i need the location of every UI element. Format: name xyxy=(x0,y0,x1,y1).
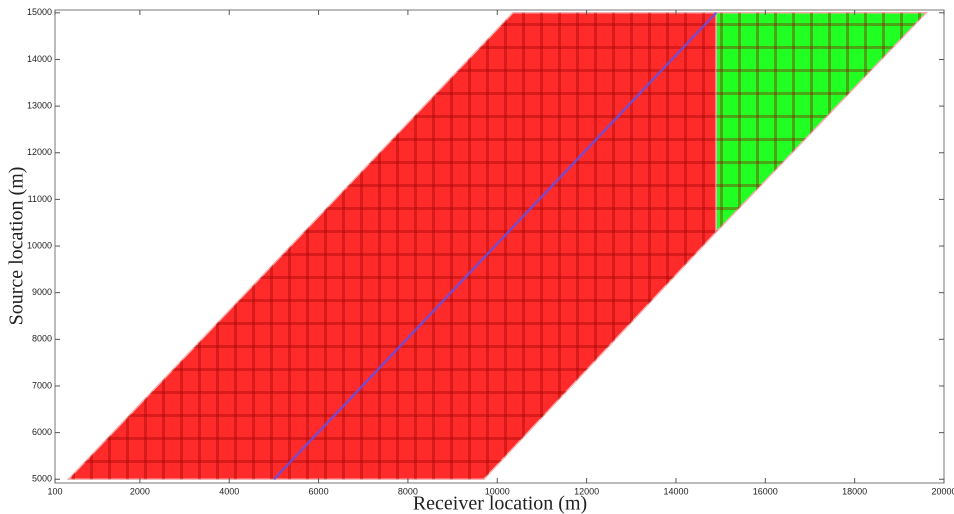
x-tick-label: 4000 xyxy=(219,486,239,496)
x-tick-label: 14000 xyxy=(663,486,688,496)
diagonal-line xyxy=(272,11,718,481)
y-tick-label: 15000 xyxy=(27,7,52,17)
plot-area xyxy=(66,11,928,481)
y-tick-label: 10000 xyxy=(27,240,52,250)
region-hatch xyxy=(68,12,717,480)
y-tick-label: 6000 xyxy=(32,427,52,437)
x-tick-label: 10000 xyxy=(485,486,510,496)
y-tick-label: 11000 xyxy=(28,194,52,204)
y-tick-label: 13000 xyxy=(27,100,52,110)
y-tick-label: 9000 xyxy=(32,287,52,297)
x-tick-label: 2000 xyxy=(130,486,150,496)
x-axis-title: Receiver location (m) xyxy=(413,493,587,514)
y-tick-label: 14000 xyxy=(27,54,52,64)
x-tick-label: 8000 xyxy=(398,486,418,496)
y-tick-label: 8000 xyxy=(32,334,52,344)
x-tick-label: 20000 xyxy=(931,486,954,496)
x-tick-label: 12000 xyxy=(574,486,599,496)
y-tick-label: 12000 xyxy=(27,147,52,157)
y-tick-label: 7000 xyxy=(32,380,52,390)
x-tick-label: 18000 xyxy=(842,486,867,496)
y-tick-label: 5000 xyxy=(32,474,52,484)
y-axis-title: Source location (m) xyxy=(6,167,28,326)
x-tick-label: 16000 xyxy=(753,486,778,496)
x-tick-label: 100 xyxy=(47,486,62,496)
x-tick-label: 6000 xyxy=(309,486,329,496)
